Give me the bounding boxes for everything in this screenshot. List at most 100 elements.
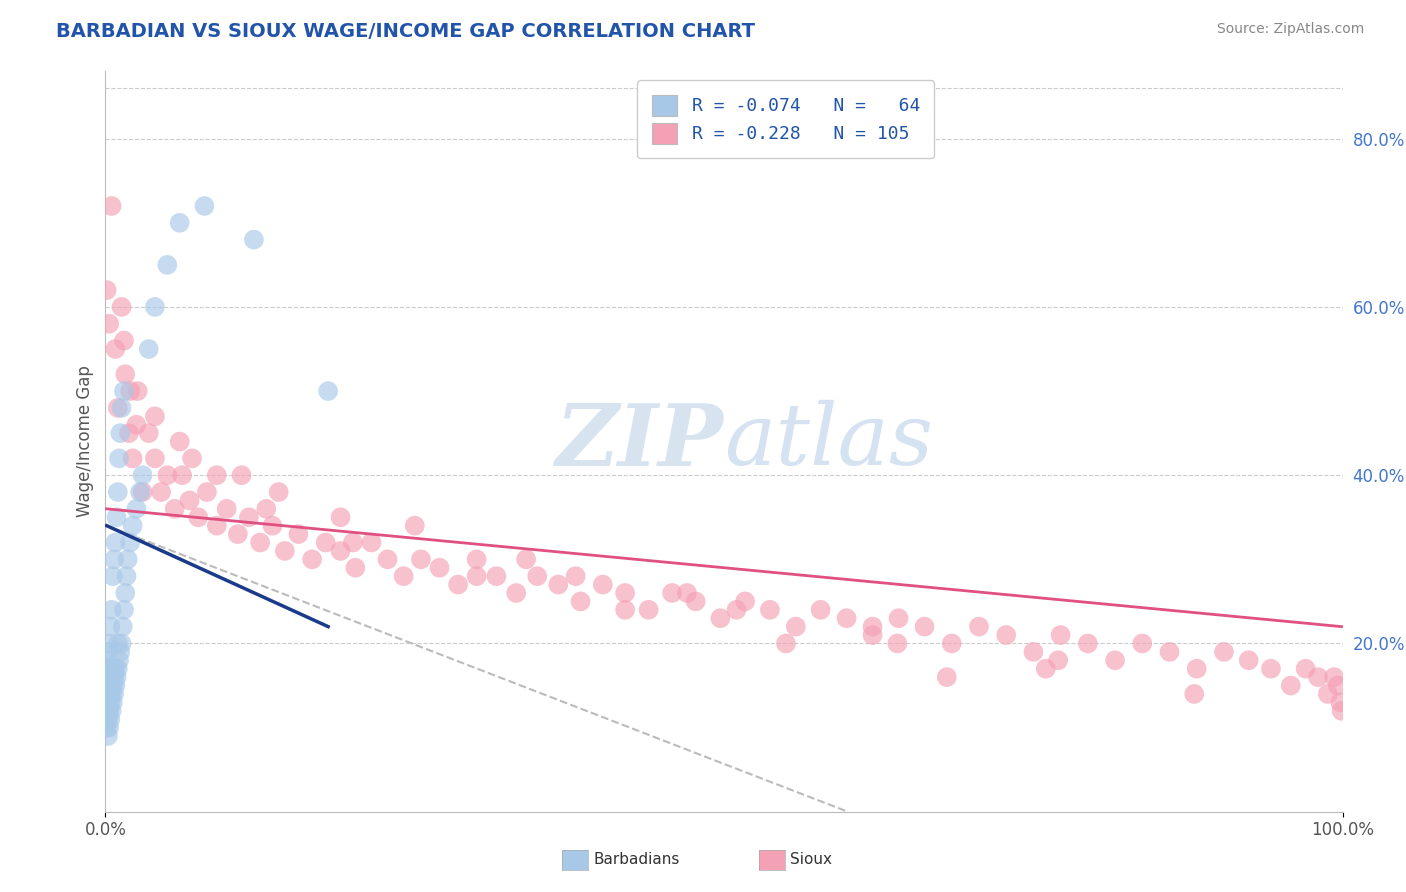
Point bbox=[810, 603, 832, 617]
Point bbox=[96, 653, 118, 667]
Point bbox=[995, 628, 1018, 642]
Point bbox=[1182, 687, 1205, 701]
Point bbox=[862, 628, 884, 642]
Point bbox=[98, 670, 121, 684]
Point bbox=[107, 401, 129, 415]
Point bbox=[775, 636, 797, 650]
Point bbox=[96, 283, 118, 297]
Point bbox=[150, 485, 173, 500]
Point bbox=[114, 586, 136, 600]
Point bbox=[1279, 679, 1302, 693]
Point bbox=[131, 468, 153, 483]
Point bbox=[1329, 695, 1351, 709]
Point bbox=[100, 199, 122, 213]
Point bbox=[187, 510, 209, 524]
Point bbox=[1022, 645, 1045, 659]
Point bbox=[169, 434, 191, 449]
Point bbox=[104, 535, 127, 549]
Point bbox=[131, 485, 153, 500]
Point bbox=[110, 645, 132, 659]
Point bbox=[100, 695, 122, 709]
Point bbox=[1159, 645, 1181, 659]
Point bbox=[1047, 653, 1070, 667]
Point bbox=[360, 535, 382, 549]
Point bbox=[120, 535, 142, 549]
Point bbox=[465, 569, 488, 583]
Y-axis label: Wage/Income Gap: Wage/Income Gap bbox=[76, 366, 94, 517]
Point bbox=[316, 384, 339, 398]
Point bbox=[887, 611, 910, 625]
Point bbox=[97, 712, 120, 726]
Point bbox=[100, 662, 122, 676]
Point bbox=[254, 501, 277, 516]
Point bbox=[1295, 662, 1317, 676]
Point bbox=[138, 426, 160, 441]
Point bbox=[734, 594, 756, 608]
Point bbox=[1237, 653, 1260, 667]
Point bbox=[287, 527, 309, 541]
Point bbox=[110, 300, 132, 314]
Point bbox=[156, 258, 179, 272]
Point bbox=[156, 468, 179, 483]
Point bbox=[547, 577, 569, 591]
Point bbox=[193, 199, 215, 213]
Point bbox=[98, 636, 121, 650]
Point bbox=[392, 569, 415, 583]
Point bbox=[862, 619, 884, 633]
Point bbox=[725, 603, 748, 617]
Point bbox=[100, 687, 122, 701]
Point bbox=[117, 552, 139, 566]
Point bbox=[249, 535, 271, 549]
Point bbox=[215, 501, 238, 516]
Point bbox=[107, 662, 129, 676]
Text: atlas: atlas bbox=[724, 401, 934, 483]
Point bbox=[1185, 662, 1208, 676]
Point bbox=[941, 636, 963, 650]
Point bbox=[429, 560, 451, 574]
Point bbox=[661, 586, 683, 600]
Point bbox=[515, 552, 537, 566]
Point bbox=[96, 670, 118, 684]
Point bbox=[342, 535, 364, 549]
Point bbox=[125, 417, 148, 432]
Point bbox=[262, 518, 284, 533]
Point bbox=[205, 518, 228, 533]
Text: Sioux: Sioux bbox=[790, 853, 832, 867]
Point bbox=[1316, 687, 1339, 701]
Point bbox=[110, 401, 132, 415]
Point bbox=[129, 485, 152, 500]
Point bbox=[685, 594, 707, 608]
Point bbox=[118, 426, 141, 441]
Point bbox=[1306, 670, 1329, 684]
Point bbox=[115, 569, 138, 583]
Point bbox=[274, 544, 297, 558]
Point bbox=[409, 552, 432, 566]
Point bbox=[98, 721, 121, 735]
Point bbox=[112, 603, 135, 617]
Point bbox=[105, 670, 128, 684]
Point bbox=[564, 569, 586, 583]
Point bbox=[267, 485, 290, 500]
Point bbox=[97, 662, 120, 676]
Point bbox=[676, 586, 699, 600]
Point bbox=[447, 577, 470, 591]
Point bbox=[485, 569, 508, 583]
Point bbox=[1260, 662, 1282, 676]
Point bbox=[914, 619, 936, 633]
Point bbox=[97, 679, 120, 693]
Point bbox=[1035, 662, 1057, 676]
Point bbox=[614, 603, 637, 617]
Point bbox=[112, 334, 135, 348]
Point bbox=[100, 670, 122, 684]
Point bbox=[329, 510, 352, 524]
Point bbox=[100, 603, 122, 617]
Point bbox=[526, 569, 548, 583]
Point bbox=[108, 451, 131, 466]
Point bbox=[96, 721, 118, 735]
Point bbox=[344, 560, 367, 574]
Point bbox=[759, 603, 782, 617]
Point bbox=[96, 687, 118, 701]
Point bbox=[104, 342, 127, 356]
Point bbox=[1077, 636, 1099, 650]
Point bbox=[143, 409, 166, 424]
